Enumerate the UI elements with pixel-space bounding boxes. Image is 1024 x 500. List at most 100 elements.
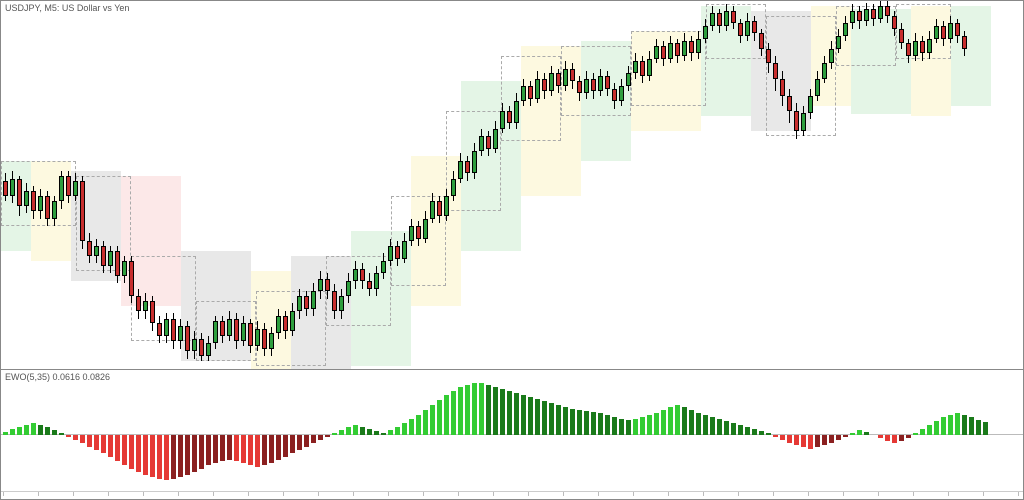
oscillator-bar	[150, 435, 155, 477]
oscillator-bar	[675, 405, 680, 435]
oscillator-bar	[332, 433, 337, 435]
oscillator-bar	[682, 407, 687, 435]
oscillator-bar	[304, 435, 309, 447]
oscillator-bar	[346, 427, 351, 435]
oscillator-bar	[626, 420, 631, 435]
oscillator-bar	[381, 433, 386, 435]
oscillator-bar	[955, 413, 960, 435]
oscillator-bar	[115, 435, 120, 461]
oscillator-bar	[864, 432, 869, 435]
oscillator-bar	[738, 425, 743, 435]
oscillator-bar	[360, 427, 365, 435]
candlestick-layer	[1, 1, 1023, 369]
oscillator-bar	[920, 429, 925, 435]
oscillator-bar	[318, 435, 323, 440]
oscillator-bar	[584, 411, 589, 435]
oscillator-bar	[171, 435, 176, 479]
oscillator-bar	[661, 410, 666, 435]
oscillator-bar	[535, 399, 540, 435]
oscillator-bar	[339, 430, 344, 435]
oscillator-chart[interactable]: EWO(5,35) 0.0616 0.0826	[0, 370, 1024, 500]
oscillator-bar	[934, 421, 939, 435]
oscillator-bar	[31, 423, 36, 435]
oscillator-bar	[710, 417, 715, 435]
oscillator-bar	[129, 435, 134, 469]
oscillator-bar	[73, 435, 78, 440]
oscillator-bar	[493, 387, 498, 435]
oscillator-bar	[836, 435, 841, 440]
oscillator-bar	[878, 435, 883, 438]
oscillator-bar	[164, 435, 169, 480]
oscillator-bar	[402, 423, 407, 435]
oscillator-bar	[3, 432, 8, 435]
oscillator-bar	[52, 430, 57, 435]
oscillator-bar	[297, 435, 302, 450]
oscillator-bar	[192, 435, 197, 472]
oscillator-bar	[766, 433, 771, 435]
main-price-chart[interactable]: USDJPY, M5: US Dollar vs Yen	[0, 0, 1024, 370]
oscillator-bar	[976, 420, 981, 435]
oscillator-bar	[591, 412, 596, 435]
oscillator-bar	[549, 403, 554, 435]
oscillator-bar	[577, 410, 582, 435]
oscillator-bar	[213, 435, 218, 463]
oscillator-bar	[437, 400, 442, 435]
oscillator-bar	[941, 417, 946, 435]
oscillator-bar	[521, 395, 526, 435]
oscillator-bar	[486, 385, 491, 435]
oscillator-bar	[220, 435, 225, 461]
oscillator-bar	[598, 413, 603, 435]
oscillator-bar	[745, 427, 750, 435]
oscillator-bar	[556, 405, 561, 435]
oscillator-bar	[633, 419, 638, 435]
oscillator-bar	[10, 429, 15, 435]
oscillator-bar	[374, 431, 379, 435]
oscillator-bar	[66, 435, 71, 437]
oscillator-bar	[857, 430, 862, 435]
oscillator-bar	[500, 389, 505, 435]
oscillator-bar	[122, 435, 127, 465]
oscillator-bar	[703, 415, 708, 435]
oscillator-bar	[143, 435, 148, 475]
oscillator-bar	[892, 435, 897, 443]
oscillator-bar	[563, 407, 568, 435]
main-chart-title: USDJPY, M5: US Dollar vs Yen	[5, 3, 129, 13]
oscillator-bar	[367, 429, 372, 435]
oscillator-bar	[808, 435, 813, 449]
oscillator-bar	[45, 427, 50, 435]
oscillator-bar	[829, 435, 834, 443]
oscillator-bar	[80, 435, 85, 443]
oscillator-bar	[696, 413, 701, 435]
oscillator-bar	[94, 435, 99, 450]
oscillator-bar	[458, 387, 463, 435]
oscillator-bar	[248, 435, 253, 465]
oscillator-bar	[108, 435, 113, 457]
oscillator-bar	[647, 415, 652, 435]
oscillator-bar	[479, 383, 484, 435]
oscillator-bar	[962, 415, 967, 435]
oscillator-bar	[241, 435, 246, 463]
oscillator-bar	[430, 405, 435, 435]
oscillator-bar	[178, 435, 183, 477]
oscillator-bar	[353, 425, 358, 435]
oscillator-bar	[899, 435, 904, 441]
oscillator-bar	[780, 435, 785, 440]
oscillator-bar	[101, 435, 106, 453]
oscillator-bar	[262, 435, 267, 465]
oscillator-bar	[409, 419, 414, 435]
oscillator-bar	[157, 435, 162, 479]
oscillator-bar	[927, 425, 932, 435]
oscillator-bar	[528, 397, 533, 435]
oscillator-bar	[451, 391, 456, 435]
oscillator-bar	[388, 430, 393, 435]
oscillator-bar	[472, 383, 477, 435]
oscillator-bar	[801, 435, 806, 447]
oscillator-bar	[395, 427, 400, 435]
oscillator-bar	[325, 435, 330, 437]
oscillator-bar	[283, 435, 288, 457]
oscillator-bar	[290, 435, 295, 453]
oscillator-bar	[969, 417, 974, 435]
oscillator-bar	[612, 417, 617, 435]
oscillator-bar	[514, 393, 519, 435]
oscillator-bar	[444, 395, 449, 435]
